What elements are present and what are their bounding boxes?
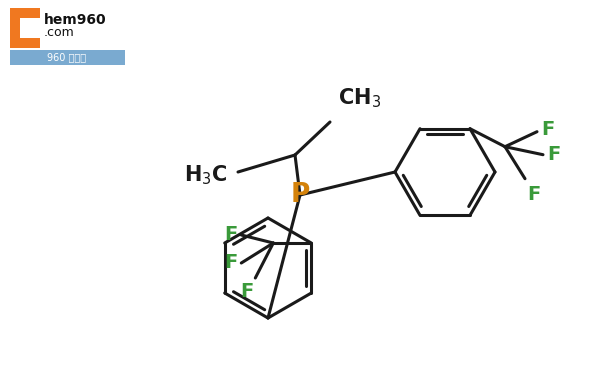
Text: F: F (527, 185, 540, 204)
Text: F: F (541, 120, 554, 139)
Text: 960 化工网: 960 化工网 (47, 52, 87, 62)
Text: F: F (547, 145, 560, 164)
Text: P: P (290, 182, 310, 208)
Bar (10, 50, 125, 65)
Text: F: F (240, 282, 253, 301)
Text: F: F (224, 254, 237, 273)
Text: CH$_3$: CH$_3$ (338, 86, 381, 110)
Text: .com: .com (44, 26, 75, 39)
Polygon shape (10, 8, 40, 48)
Text: H$_3$C: H$_3$C (185, 163, 228, 187)
Text: hem960: hem960 (44, 13, 106, 27)
Text: F: F (224, 225, 237, 245)
